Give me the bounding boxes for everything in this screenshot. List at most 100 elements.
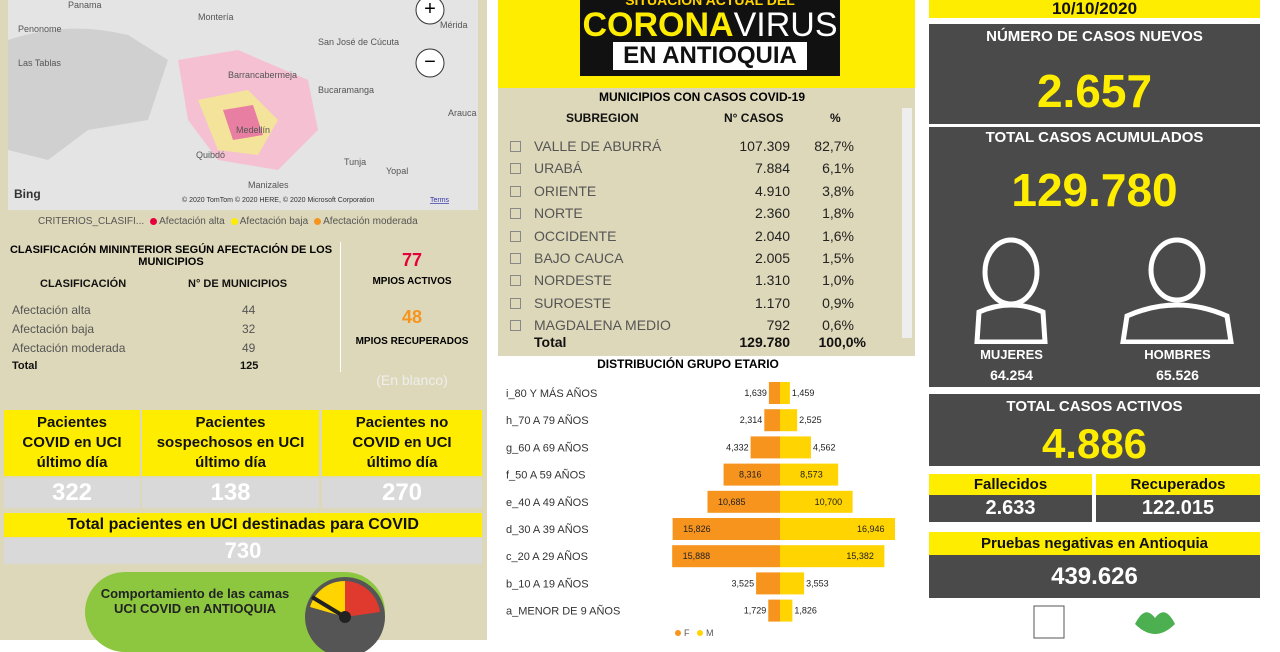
map-label: Quibdó — [196, 150, 225, 160]
cell: 6,1% — [822, 160, 854, 177]
cell: 4.910 — [754, 182, 790, 199]
header-line3: EN ANTIOQUIA — [613, 42, 807, 70]
total-cell: 129.780 — [739, 334, 790, 350]
icu-label: Pacientes sospechosos en UCI último día — [142, 410, 319, 476]
map-logo: Bing — [14, 187, 41, 201]
cell: 1.310 — [754, 272, 790, 289]
value-label: 16,946 — [857, 524, 885, 534]
expand-icon — [510, 253, 521, 264]
category-label: c_20 A 29 AÑOS — [506, 550, 588, 563]
icu-value: 270 — [322, 478, 482, 508]
municipality-stats: 77 MPIOS ACTIVOS 48 MPIOS RECUPERADOS (E… — [340, 242, 482, 388]
logos — [1033, 605, 1175, 639]
women-label: MUJERES — [980, 347, 1043, 362]
value-label: 1,826 — [794, 606, 817, 616]
legend-label: M — [706, 628, 714, 638]
cell: VALLE DE ABURRÁ — [534, 138, 662, 154]
map-legend: CRITERIOS_CLASIFI... Afectación alta Afect… — [38, 216, 418, 227]
tests-label: Pruebas negativas en Antioquia — [929, 532, 1260, 555]
cell: MAGDALENA MEDIO — [534, 317, 671, 334]
cell: 1,0% — [822, 272, 854, 289]
cell: Afectación baja — [12, 322, 95, 336]
cell: 1,6% — [822, 227, 854, 244]
icu-label: Pacientes no COVID en UCI último día — [322, 410, 482, 476]
bar — [780, 599, 793, 622]
cell: SUROESTE — [534, 294, 612, 311]
legend-label: F — [684, 628, 690, 638]
value-label: 3,525 — [732, 578, 755, 588]
svg-text:−: − — [424, 51, 436, 73]
legend-item: Afectación baja — [230, 216, 308, 227]
legend-text: Afectación moderada — [323, 216, 418, 227]
bar — [780, 572, 805, 595]
category-label: i_80 Y MÁS AÑOS — [506, 387, 597, 400]
expand-icon — [510, 275, 521, 287]
map-label: Montería — [198, 12, 234, 22]
bar — [756, 572, 780, 595]
new-cases-card: NÚMERO DE CASOS NUEVOS 2.657 — [929, 24, 1260, 124]
cell: 32 — [242, 322, 256, 336]
expand-icon — [510, 163, 521, 175]
women-value: 64.254 — [990, 367, 1033, 383]
bar — [723, 463, 780, 486]
active-label: MPIOS ACTIVOS — [372, 276, 452, 287]
col-header: N° DE MUNICIPIOS — [188, 278, 288, 290]
col-header: N° CASOS — [724, 111, 784, 125]
value: 4.886 — [1041, 420, 1148, 467]
cell: 2.360 — [754, 205, 790, 222]
category-label: d_30 A 39 AÑOS — [506, 523, 589, 536]
label: NÚMERO DE CASOS NUEVOS — [986, 28, 1203, 45]
map[interactable]: + − Panama Montería Mérida Penonome San José… — [8, 0, 478, 210]
icu-total-label: Total pacientes en UCI destinadas para C… — [4, 513, 482, 537]
value: 129.780 — [1011, 164, 1178, 216]
class-title: CLASIFICACIÓN MININTERIOR SEGÚN AFECTACI… — [9, 244, 333, 268]
map-label: San José de Cúcuta — [318, 37, 399, 47]
recovered-label: MPIOS RECUPERADOS — [355, 336, 469, 347]
value-label: 15,382 — [846, 551, 874, 561]
cell: ORIENTE — [534, 182, 597, 199]
icu-banner[interactable]: Comportamiento de las camas UCI COVID en… — [85, 572, 385, 652]
cell: NORTE — [534, 205, 583, 222]
expand-icon — [510, 297, 521, 309]
icu-value: 322 — [4, 478, 140, 508]
scrollbar[interactable] — [902, 108, 912, 338]
corona: CORONA — [582, 6, 734, 44]
deaths-value: 2.633 — [929, 495, 1092, 522]
value-label: 2,314 — [740, 415, 763, 425]
bar — [707, 490, 780, 513]
cell: 49 — [242, 341, 256, 355]
cell: 44 — [242, 303, 256, 317]
map-label: Panama — [68, 0, 102, 10]
legend-item: Afectación alta — [150, 216, 225, 227]
total-cell: Total — [534, 334, 567, 350]
icu-total-value: 730 — [4, 538, 482, 564]
bar — [780, 409, 798, 432]
legend-item: Afectación moderada — [314, 216, 418, 227]
cell: 2.040 — [754, 227, 790, 244]
legend-title: CRITERIOS_CLASIFI... — [38, 216, 145, 227]
map-label: Yopal — [386, 166, 408, 176]
cases-title: MUNICIPIOS CON CASOS COVID-19 — [598, 90, 806, 104]
gender-icons — [974, 237, 1234, 344]
category-label: g_60 A 69 AÑOS — [506, 441, 589, 454]
cell: Afectación moderada — [12, 341, 126, 355]
total-cases-card: TOTAL CASOS ACUMULADOS 129.780 MUJERES 6… — [929, 127, 1260, 387]
icu-label: Pacientes COVID en UCI último día — [4, 410, 140, 476]
legend-dot — [675, 630, 681, 636]
cell: 1,8% — [822, 205, 854, 222]
blank-label: (En blanco) — [376, 372, 448, 388]
cell: 7.884 — [754, 160, 790, 177]
map-label: Bucaramanga — [318, 85, 374, 95]
bar — [768, 382, 780, 404]
col-header: SUBREGION — [566, 111, 639, 125]
expand-icon — [510, 185, 521, 197]
legend-text: Afectación alta — [159, 216, 225, 227]
header-box: SITUACIÓN ACTUAL DEL CORONAVIRUS EN ANTI… — [580, 0, 840, 76]
map-label: Manizales — [248, 180, 289, 190]
bar — [780, 545, 885, 568]
bar — [750, 436, 780, 459]
value-label: 4,562 — [813, 442, 836, 452]
cell: NORDESTE — [534, 272, 612, 289]
col-header: CLASIFICACIÓN — [40, 278, 127, 290]
